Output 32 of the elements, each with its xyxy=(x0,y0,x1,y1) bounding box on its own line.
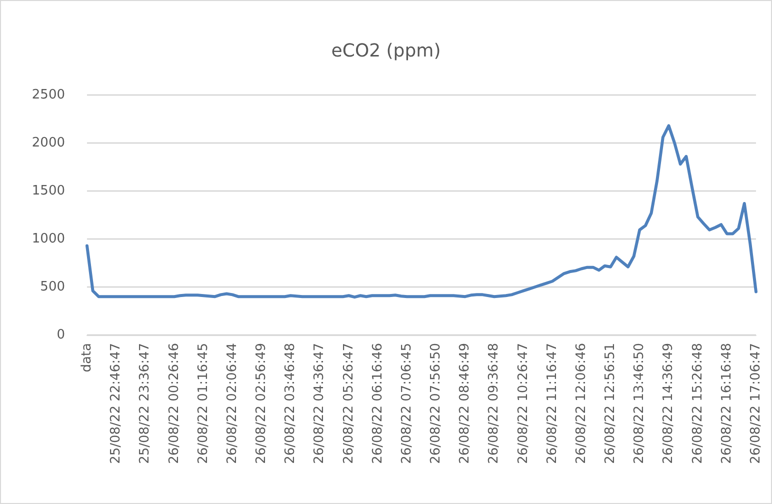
y-tick-label: 2000 xyxy=(32,136,65,150)
x-tick-label: 26/08/22 01:16:45 xyxy=(196,343,211,464)
line-series xyxy=(86,124,758,299)
x-tick-label: 26/08/22 12:06:46 xyxy=(574,343,589,464)
x-tick-label: 26/08/22 17:06:47 xyxy=(748,343,764,464)
y-tick-label: 500 xyxy=(40,280,65,294)
x-tick-label: 26/08/22 05:26:47 xyxy=(341,343,356,464)
y-tick-label: 0 xyxy=(56,328,65,342)
x-tick-label: 26/08/22 06:16:46 xyxy=(370,343,386,464)
chart-title: eCO2 (ppm) xyxy=(331,40,441,62)
x-tick-label: 25/08/22 23:36:47 xyxy=(138,343,153,464)
x-tick-label: 26/08/22 07:06:45 xyxy=(399,343,414,464)
x-tick-label: 26/08/22 07:56:50 xyxy=(428,343,444,464)
x-tick-label: 26/08/22 03:46:48 xyxy=(283,343,298,464)
x-tick-label: 26/08/22 14:36:49 xyxy=(661,343,676,464)
x-tick-label: 26/08/22 04:36:47 xyxy=(312,343,328,464)
y-tick-label: 1500 xyxy=(32,184,65,198)
x-tick-label: 26/08/22 16:16:48 xyxy=(719,343,734,464)
y-tick-label: 2500 xyxy=(32,88,65,102)
x-tick-label: data xyxy=(80,343,94,372)
x-tick-label: 26/08/22 08:46:49 xyxy=(458,343,473,464)
x-tick-label: 26/08/22 13:46:50 xyxy=(632,343,648,464)
x-tick-label: 26/08/22 00:26:46 xyxy=(166,343,182,464)
x-tick-label: 26/08/22 12:56:51 xyxy=(603,343,618,464)
x-tick-label: 26/08/22 15:26:48 xyxy=(690,343,706,464)
x-tick-label: 26/08/22 10:26:47 xyxy=(516,343,531,464)
x-tick-label: 26/08/22 09:36:48 xyxy=(486,343,502,464)
x-tick-label: 26/08/22 02:56:49 xyxy=(254,343,270,464)
x-tick-label: 26/08/22 11:16:47 xyxy=(544,343,560,464)
x-tick-label: 26/08/22 02:06:44 xyxy=(224,343,240,464)
x-tick-label: 25/08/22 22:46:47 xyxy=(108,343,124,464)
y-tick-label: 1000 xyxy=(32,232,65,246)
